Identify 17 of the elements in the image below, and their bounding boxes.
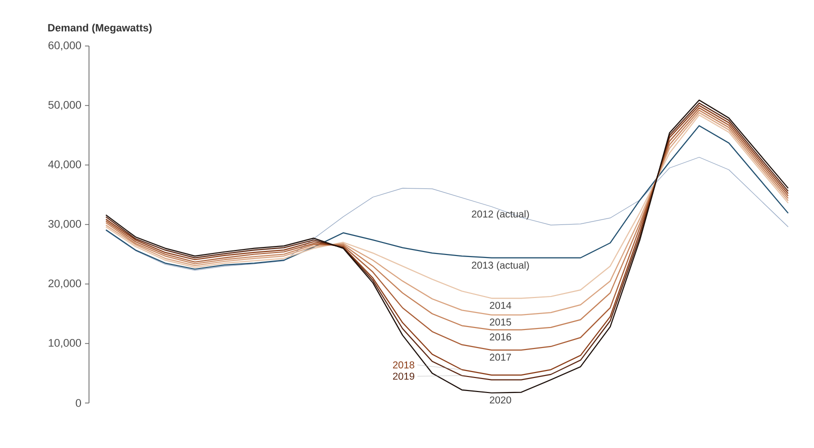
series-label: 2016 — [490, 333, 512, 340]
text: 2019 — [393, 372, 414, 380]
series-label: 2020 — [490, 396, 512, 404]
series-label: 2015 — [490, 318, 512, 326]
series-label: 2018 — [393, 361, 414, 368]
y-tick-label: 10,000 — [48, 338, 82, 348]
y-tick-label: 20,000 — [48, 279, 82, 289]
y-tick-label: 40,000 — [48, 160, 82, 170]
y-tick-label: 0 — [76, 399, 82, 407]
y-tick-label: 60,000 — [48, 41, 82, 51]
y-tick-label: 50,000 — [48, 100, 82, 110]
series-label: 2012 (actual) — [472, 210, 529, 220]
y-axis-title: Demand (Megawatts) — [48, 24, 152, 34]
series-label: 2017 — [490, 354, 512, 361]
y-tick-label: 30,000 — [48, 220, 82, 230]
series-label: 2014 — [490, 302, 512, 309]
series-label: 2013 (actual) — [472, 261, 529, 271]
